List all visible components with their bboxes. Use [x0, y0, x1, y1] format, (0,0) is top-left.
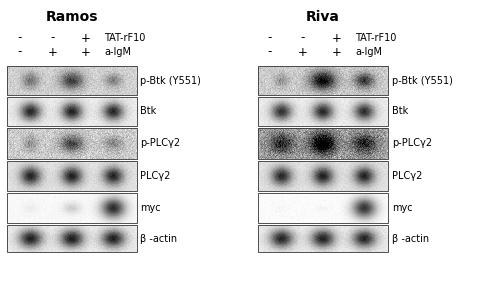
Text: p-PLCγ2: p-PLCγ2: [392, 139, 432, 149]
Text: PLCγ2: PLCγ2: [392, 171, 423, 181]
Bar: [258, 97, 388, 126]
Text: +: +: [298, 45, 308, 59]
Text: -: -: [268, 45, 272, 59]
Text: +: +: [48, 45, 58, 59]
Text: a-IgM: a-IgM: [104, 47, 131, 57]
Bar: [7, 128, 137, 159]
Text: -: -: [301, 32, 305, 45]
Text: -: -: [268, 32, 272, 45]
Text: -: -: [18, 32, 22, 45]
Bar: [258, 128, 388, 159]
Bar: [258, 66, 388, 95]
Text: Btk: Btk: [140, 106, 156, 116]
Bar: [7, 66, 137, 95]
Text: +: +: [81, 45, 91, 59]
Text: -: -: [18, 45, 22, 59]
Bar: [7, 193, 137, 223]
Bar: [258, 193, 388, 223]
Text: p-Btk (Y551): p-Btk (Y551): [392, 76, 453, 85]
Text: Ramos: Ramos: [46, 10, 98, 24]
Text: TAT-rF10: TAT-rF10: [104, 33, 145, 43]
Text: β -actin: β -actin: [140, 233, 177, 243]
Text: myc: myc: [140, 203, 160, 213]
Bar: [7, 97, 137, 126]
Text: a-IgM: a-IgM: [355, 47, 382, 57]
Text: +: +: [332, 45, 342, 59]
Text: Riva: Riva: [306, 10, 340, 24]
Text: p-Btk (Y551): p-Btk (Y551): [140, 76, 201, 85]
Bar: [7, 161, 137, 191]
Text: TAT-rF10: TAT-rF10: [355, 33, 396, 43]
Text: p-PLCγ2: p-PLCγ2: [140, 139, 180, 149]
Text: PLCγ2: PLCγ2: [140, 171, 171, 181]
Text: Btk: Btk: [392, 106, 408, 116]
Bar: [258, 225, 388, 252]
Bar: [258, 161, 388, 191]
Text: myc: myc: [392, 203, 412, 213]
Text: +: +: [332, 32, 342, 45]
Bar: [7, 225, 137, 252]
Text: +: +: [81, 32, 91, 45]
Text: β -actin: β -actin: [392, 233, 429, 243]
Text: -: -: [51, 32, 55, 45]
